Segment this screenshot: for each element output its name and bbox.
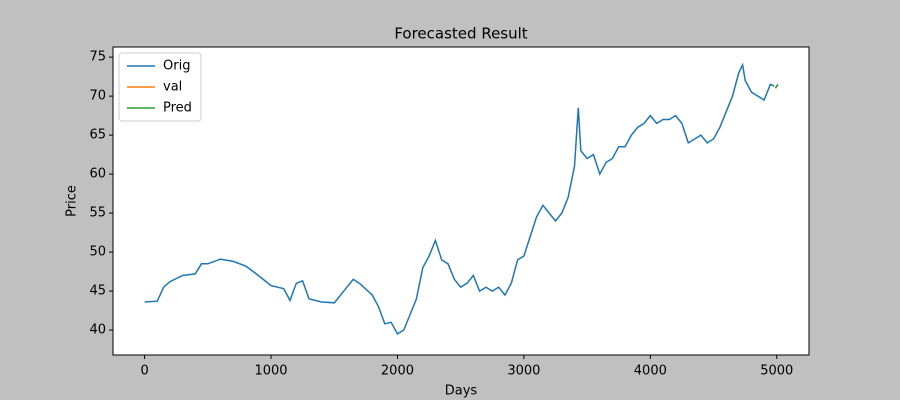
x-tick-label: 3000 <box>507 364 540 379</box>
y-tick-label: 65 <box>89 128 106 143</box>
legend-box <box>118 52 202 122</box>
line <box>774 83 779 89</box>
y-tick-label: 75 <box>89 50 106 65</box>
x-axis-label: Days <box>445 384 478 399</box>
y-tick-label: 50 <box>89 245 106 260</box>
x-tick-label: 5000 <box>760 364 793 379</box>
x-tick-label: 4000 <box>634 364 667 379</box>
y-tick-label: 70 <box>89 89 106 104</box>
x-tick-label: 2000 <box>381 364 414 379</box>
x-tick-label: 1000 <box>254 364 287 379</box>
y-tick-label: 45 <box>89 284 106 299</box>
y-tick-label: 60 <box>89 167 106 182</box>
legend-label: Pred <box>163 101 192 116</box>
plot-area <box>113 47 809 355</box>
axes-frame <box>112 46 810 356</box>
y-axis-label: Price <box>65 185 80 217</box>
legend-label: Orig <box>163 59 190 74</box>
legend-label: val <box>163 80 182 95</box>
y-tick-label: 55 <box>89 206 106 221</box>
x-tick-label: 0 <box>140 364 148 379</box>
y-tick-label: 40 <box>89 323 106 338</box>
chart-title: Forecasted Result <box>394 25 527 43</box>
line <box>144 62 775 335</box>
